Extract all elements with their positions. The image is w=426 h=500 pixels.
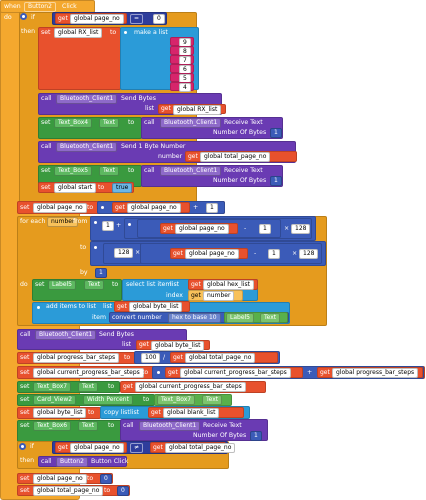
op-dropdown-eq[interactable]: = (130, 14, 144, 24)
label5-text-getter[interactable] (224, 312, 288, 323)
number-0[interactable]: 0 (153, 14, 165, 24)
then-label: then (21, 28, 36, 35)
gear-icon[interactable] (92, 219, 99, 226)
gear-icon[interactable] (99, 204, 106, 211)
gear-icon[interactable] (92, 244, 99, 251)
event-name-label: Click (62, 3, 77, 10)
when-label: when (4, 3, 21, 10)
gear-icon[interactable] (20, 13, 27, 20)
if-label: if (31, 14, 35, 21)
component-bt[interactable]: Bluetooth_Client1 (56, 94, 118, 104)
gear-icon[interactable] (122, 29, 129, 36)
set-label5-block[interactable] (32, 279, 122, 301)
gear-icon[interactable] (19, 443, 26, 450)
var-dropdown-rx-list[interactable]: global RX_list (54, 28, 103, 38)
gear-icon[interactable] (35, 304, 42, 311)
component-dropdown-button2[interactable]: Button2 (24, 2, 56, 12)
gear-icon[interactable] (155, 369, 162, 376)
loop-var-number[interactable]: number (47, 217, 79, 227)
var-dropdown-page-no[interactable]: global page_no (70, 14, 124, 24)
do-label: do (4, 14, 12, 21)
gear-icon[interactable] (126, 221, 133, 228)
